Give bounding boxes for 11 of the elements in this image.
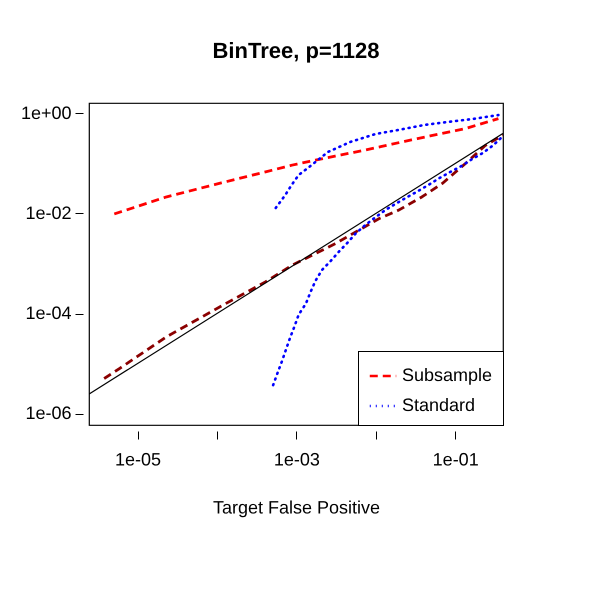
x-axis-title: Target False Positive	[212, 498, 380, 518]
legend-label: Standard	[402, 395, 476, 415]
x-tick-label: 1e-03	[274, 450, 320, 470]
y-tick-label: 1e-06	[25, 403, 72, 424]
y-tick-label: 1e-02	[25, 203, 72, 223]
x-tick-label: 1e-01	[432, 450, 479, 470]
x-tick-label: 1e-05	[114, 450, 162, 470]
chart-title: BinTree, p=1128	[212, 38, 380, 63]
legend-label: Subsample	[402, 365, 492, 385]
y-tick-label: 1e-04	[25, 303, 72, 324]
y-tick-label: 1e+00	[20, 102, 72, 123]
